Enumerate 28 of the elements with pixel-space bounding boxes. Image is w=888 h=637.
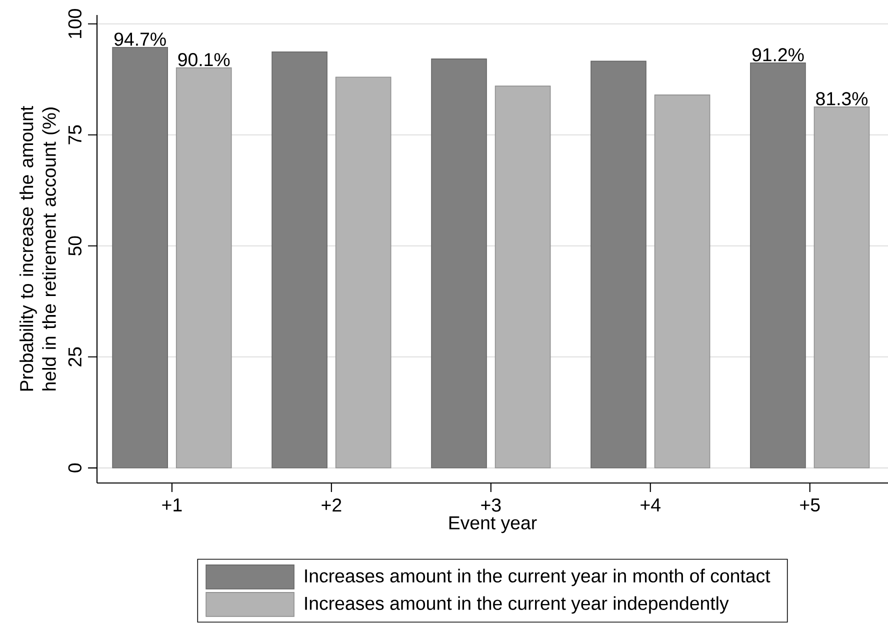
- x-tick-label: +3: [481, 498, 501, 512]
- legend-label: Increases amount in the current year independently: [305, 596, 729, 614]
- x-axis-title: Event year: [449, 516, 537, 534]
- bar: [272, 51, 328, 468]
- y-tick-label: 75: [68, 125, 82, 144]
- bar: [112, 47, 168, 468]
- y-tick-label: 25: [68, 347, 82, 366]
- x-tick-label: +4: [640, 498, 660, 512]
- legend-label: Increases amount in the current year in month of contact: [305, 568, 770, 586]
- bar: [590, 60, 646, 468]
- bar: [814, 106, 870, 468]
- x-tick-label: +5: [800, 498, 820, 512]
- bar: [431, 58, 487, 468]
- data-label: 81.3%: [816, 92, 868, 106]
- data-label: 91.2%: [752, 48, 804, 62]
- data-label: 94.7%: [114, 32, 166, 46]
- data-label: 90.1%: [178, 53, 230, 66]
- y-tick-label: 0: [68, 463, 82, 472]
- bar: [654, 94, 710, 468]
- x-tick-label: +1: [162, 498, 182, 512]
- y-tick-label: 50: [68, 236, 82, 256]
- x-tick-label: +2: [322, 498, 342, 512]
- bar: [494, 86, 551, 468]
- bar: [335, 76, 392, 468]
- bar: [750, 62, 806, 468]
- y-axis-title: Probability to increase the amount held in the retirement account (%): [20, 106, 60, 391]
- bar: [176, 67, 232, 468]
- y-tick-label: 100: [68, 9, 82, 38]
